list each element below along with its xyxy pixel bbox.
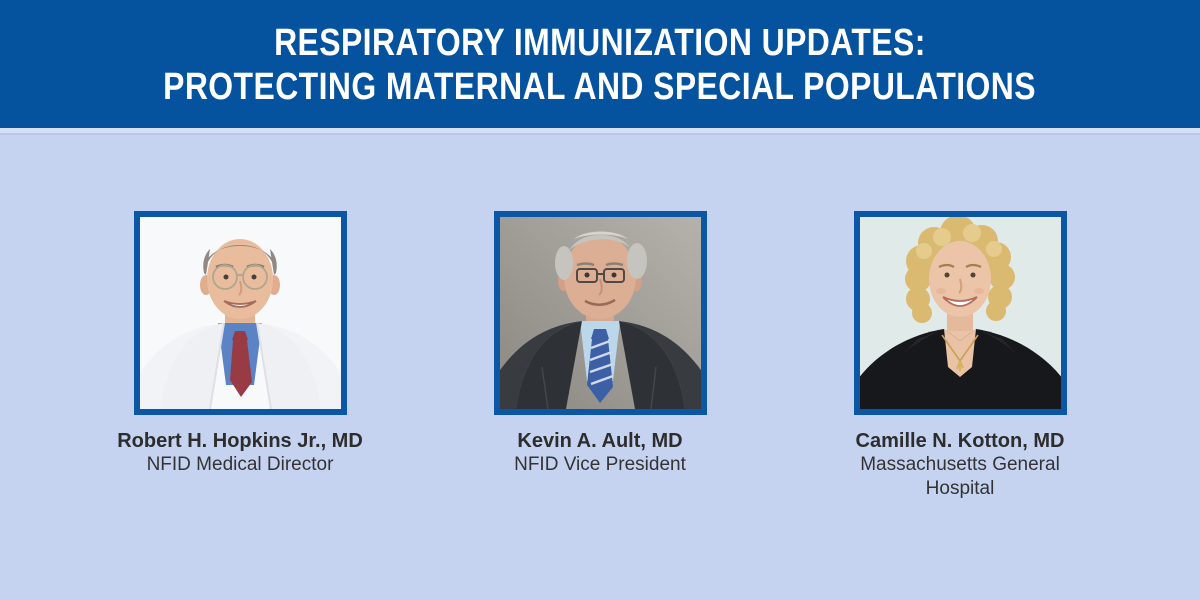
kevin-ault-photo bbox=[499, 217, 701, 409]
speaker-name: Robert H. Hopkins Jr., MD bbox=[117, 430, 363, 452]
banner-trim-light bbox=[0, 128, 1200, 133]
speaker-card-kotton: Camille N. Kotton, MD Massachusetts Gene… bbox=[830, 211, 1090, 501]
speaker-affiliation: NFID Medical Director bbox=[146, 454, 334, 475]
title-line-1: RESPIRATORY IMMUNIZATION UPDATES: bbox=[274, 22, 926, 64]
banner-trim-line bbox=[0, 133, 1200, 135]
title-banner: RESPIRATORY IMMUNIZATION UPDATES: PROTEC… bbox=[0, 0, 1200, 128]
speaker-affiliation: Massachusetts General Hospital bbox=[860, 454, 1060, 499]
speakers-row: Robert H. Hopkins Jr., MD NFID Medical D… bbox=[0, 211, 1200, 501]
photo-frame bbox=[853, 211, 1067, 415]
speaker-name: Kevin A. Ault, MD bbox=[517, 430, 683, 452]
speaker-name: Camille N. Kotton, MD bbox=[855, 430, 1065, 452]
photo-frame bbox=[133, 211, 347, 415]
robert-hopkins-photo bbox=[139, 217, 341, 409]
photo-frame bbox=[493, 211, 707, 415]
title-line-2: PROTECTING MATERNAL AND SPECIAL POPULATI… bbox=[163, 66, 1037, 108]
camille-kotton-photo bbox=[859, 217, 1061, 409]
speaker-card-ault: Kevin A. Ault, MD NFID Vice President bbox=[470, 211, 730, 501]
speaker-affiliation: NFID Vice President bbox=[514, 454, 686, 475]
speaker-card-hopkins: Robert H. Hopkins Jr., MD NFID Medical D… bbox=[110, 211, 370, 501]
